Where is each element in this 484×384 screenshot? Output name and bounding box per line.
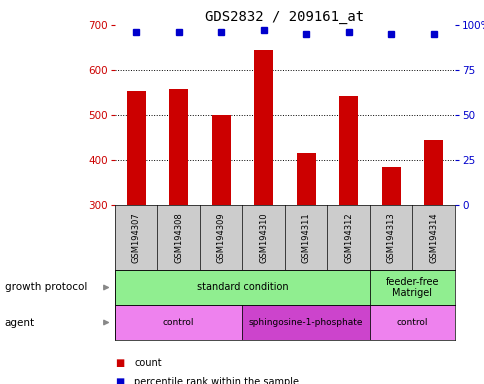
Bar: [296, 153, 315, 205]
Bar: [115, 270, 369, 305]
Bar: [169, 89, 188, 205]
Bar: [211, 115, 230, 205]
Bar: [242, 305, 369, 340]
Text: sphingosine-1-phosphate: sphingosine-1-phosphate: [248, 318, 363, 327]
Text: GSM194307: GSM194307: [132, 212, 140, 263]
Text: standard condition: standard condition: [197, 283, 287, 293]
Text: count: count: [134, 358, 162, 368]
Text: GSM194312: GSM194312: [344, 212, 352, 263]
Bar: [126, 91, 146, 205]
Text: GSM194311: GSM194311: [301, 212, 310, 263]
Text: GSM194314: GSM194314: [428, 212, 438, 263]
Text: GSM194310: GSM194310: [259, 212, 268, 263]
Text: growth protocol: growth protocol: [5, 283, 87, 293]
Title: GDS2832 / 209161_at: GDS2832 / 209161_at: [205, 10, 364, 24]
Text: ■: ■: [115, 377, 124, 384]
Text: agent: agent: [5, 318, 35, 328]
Text: percentile rank within the sample: percentile rank within the sample: [134, 377, 299, 384]
Text: GSM194309: GSM194309: [216, 212, 225, 263]
Bar: [381, 167, 400, 205]
Bar: [254, 50, 273, 205]
Text: control: control: [163, 318, 194, 327]
Text: feeder-free
Matrigel: feeder-free Matrigel: [385, 277, 439, 298]
Text: GSM194313: GSM194313: [386, 212, 395, 263]
Bar: [369, 270, 454, 305]
Bar: [424, 140, 442, 205]
Bar: [338, 96, 358, 205]
Text: GSM194308: GSM194308: [174, 212, 183, 263]
Bar: [369, 305, 454, 340]
Bar: [115, 305, 242, 340]
Text: ■: ■: [115, 358, 124, 368]
Text: control: control: [396, 318, 427, 327]
